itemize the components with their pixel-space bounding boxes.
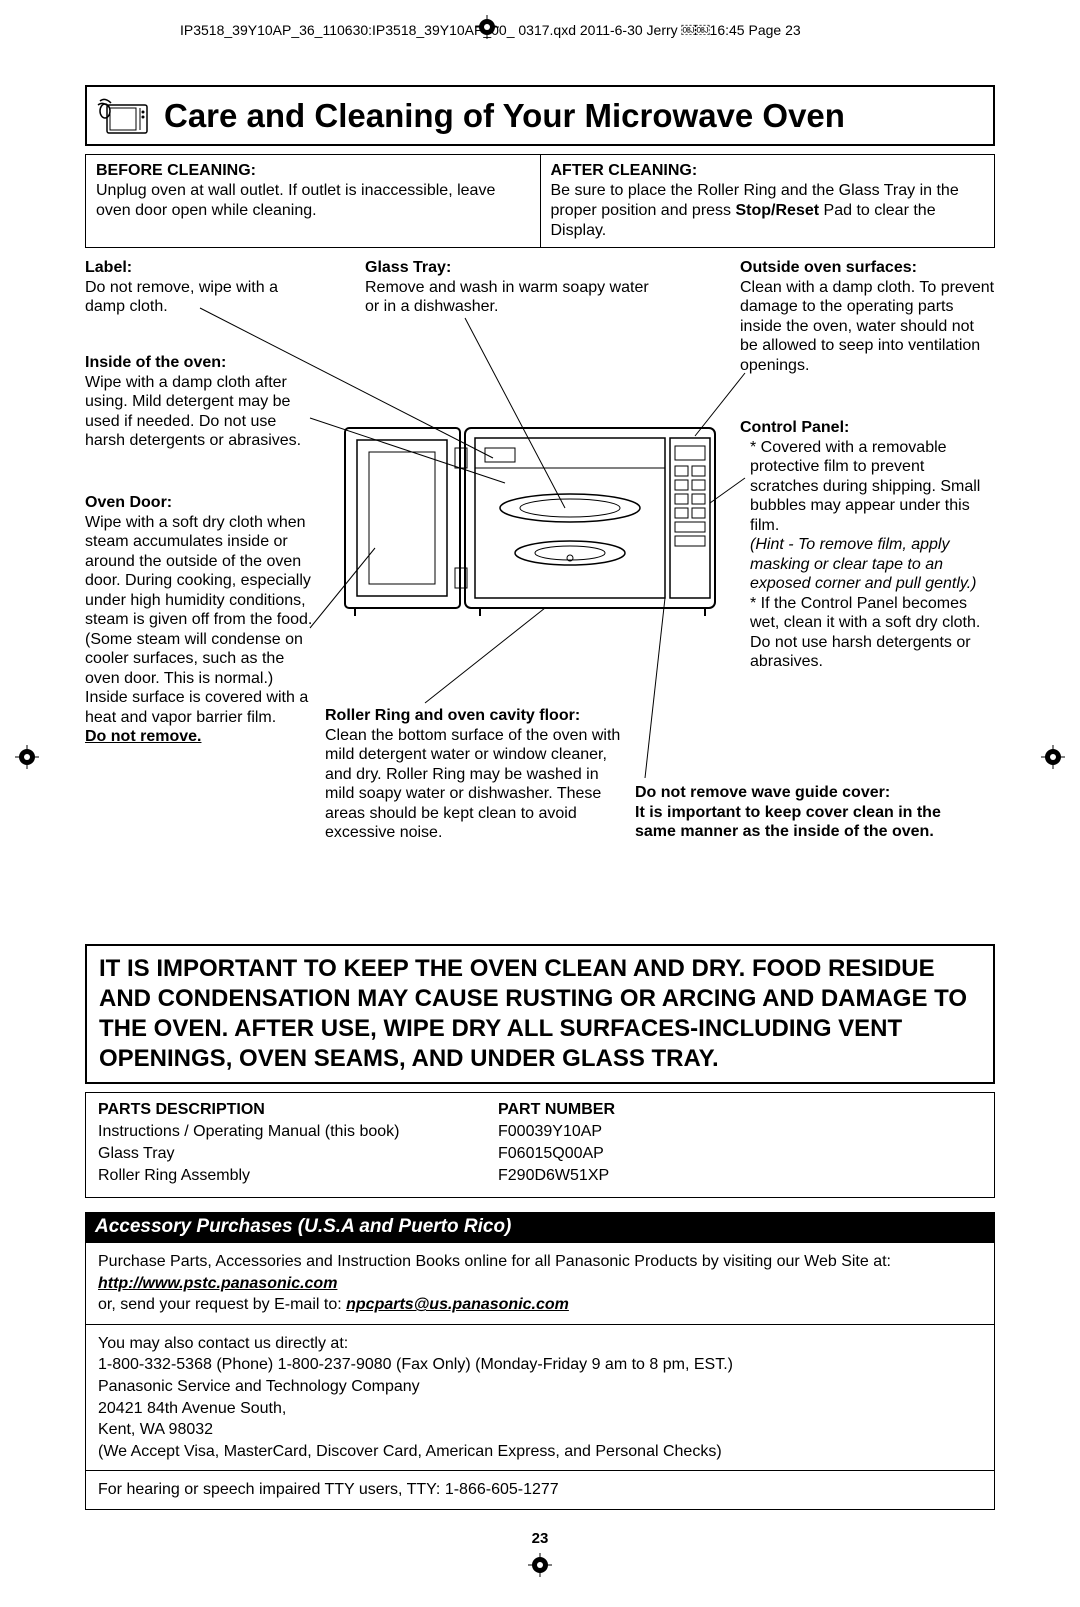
contact-phone: 1-800-332-5368 (Phone) 1-800-237-9080 (F… bbox=[98, 1356, 733, 1373]
parts-header-2: PART NUMBER bbox=[498, 1101, 615, 1118]
roller-callout: Roller Ring and oven cavity floor: Clean… bbox=[325, 706, 625, 843]
page-content: Care and Cleaning of Your Microwave Oven… bbox=[85, 85, 995, 1517]
glasstray-heading: Glass Tray: bbox=[365, 259, 451, 276]
before-text: Unplug oven at wall outlet. If outlet is… bbox=[96, 182, 495, 219]
door-heading: Oven Door: bbox=[85, 494, 172, 511]
parts-desc-2: Roller Ring Assembly bbox=[98, 1167, 498, 1185]
accessory-text-2: or, send your request by E-mail to: bbox=[98, 1296, 346, 1313]
door-text-2: Inside surface is covered with a heat an… bbox=[85, 689, 308, 726]
microwave-illustration bbox=[335, 398, 735, 658]
door-text-1: Wipe with a soft dry cloth when steam ac… bbox=[85, 514, 312, 687]
registration-mark-bottom bbox=[528, 1553, 552, 1577]
after-cleaning-cell: AFTER CLEANING: Be sure to place the Rol… bbox=[541, 155, 995, 247]
contact-pay: (We Accept Visa, MasterCard, Discover Ca… bbox=[98, 1443, 722, 1460]
door-callout: Oven Door: Wipe with a soft dry cloth wh… bbox=[85, 493, 315, 747]
microwave-cleaning-icon bbox=[97, 93, 152, 138]
contact-intro: You may also contact us directly at: bbox=[98, 1335, 348, 1352]
registration-mark-right bbox=[1041, 745, 1065, 769]
door-text-3: Do not remove. bbox=[85, 728, 201, 745]
parts-desc-0: Instructions / Operating Manual (this bo… bbox=[98, 1123, 498, 1141]
accessory-email: npcparts@us.panasonic.com bbox=[346, 1296, 569, 1313]
accessory-header: Accessory Purchases (U.S.A and Puerto Ri… bbox=[85, 1212, 995, 1242]
glasstray-callout: Glass Tray: Remove and wash in warm soap… bbox=[365, 258, 655, 317]
parts-desc-1: Glass Tray bbox=[98, 1145, 498, 1163]
registration-mark-top bbox=[475, 15, 499, 39]
waveguide-callout: Do not remove wave guide cover: It is im… bbox=[635, 783, 985, 842]
parts-table: PARTS DESCRIPTION PART NUMBER Instructio… bbox=[85, 1092, 995, 1198]
control-bullet-2: * If the Control Panel becomes wet, clea… bbox=[750, 595, 980, 671]
glasstray-text: Remove and wash in warm soapy water or i… bbox=[365, 279, 649, 316]
before-heading: BEFORE CLEANING: bbox=[96, 162, 256, 179]
inside-text: Wipe with a damp cloth after using. Mild… bbox=[85, 374, 301, 450]
label-heading: Label: bbox=[85, 259, 132, 276]
after-bold: Stop/Reset bbox=[736, 202, 820, 219]
important-notice-box: IT IS IMPORTANT TO KEEP THE OVEN CLEAN A… bbox=[85, 944, 995, 1084]
waveguide-line-1: Do not remove wave guide cover: bbox=[635, 784, 890, 801]
control-callout: Control Panel: * Covered with a removabl… bbox=[740, 418, 995, 672]
outside-heading: Outside oven surfaces: bbox=[740, 259, 917, 276]
inside-callout: Inside of the oven: Wipe with a damp clo… bbox=[85, 353, 315, 451]
parts-num-0: F00039Y10AP bbox=[498, 1123, 982, 1141]
title-box: Care and Cleaning of Your Microwave Oven bbox=[85, 85, 995, 146]
control-hint: (Hint - To remove film, apply masking or… bbox=[750, 536, 977, 592]
page-number: 23 bbox=[85, 1530, 995, 1547]
control-bullet-1: * Covered with a removable protective fi… bbox=[750, 439, 980, 534]
outside-callout: Outside oven surfaces: Clean with a damp… bbox=[740, 258, 995, 375]
control-heading: Control Panel: bbox=[740, 419, 849, 436]
roller-heading: Roller Ring and oven cavity floor: bbox=[325, 707, 580, 724]
contact-tty: For hearing or speech impaired TTY users… bbox=[98, 1481, 559, 1498]
diagram-area: Label: Do not remove, wipe with a damp c… bbox=[85, 258, 995, 938]
after-heading: AFTER CLEANING: bbox=[551, 162, 698, 179]
cleaning-instructions-row: BEFORE CLEANING: Unplug oven at wall out… bbox=[85, 154, 995, 248]
table-row: Roller Ring Assembly F290D6W51XP bbox=[98, 1167, 982, 1185]
accessory-box: Purchase Parts, Accessories and Instruct… bbox=[85, 1242, 995, 1510]
inside-heading: Inside of the oven: bbox=[85, 354, 226, 371]
parts-num-2: F290D6W51XP bbox=[498, 1167, 982, 1185]
label-callout: Label: Do not remove, wipe with a damp c… bbox=[85, 258, 315, 317]
label-text: Do not remove, wipe with a damp cloth. bbox=[85, 279, 278, 316]
parts-num-1: F06015Q00AP bbox=[498, 1145, 982, 1163]
roller-text: Clean the bottom surface of the oven wit… bbox=[325, 727, 620, 842]
before-cleaning-cell: BEFORE CLEANING: Unplug oven at wall out… bbox=[86, 155, 541, 247]
accessory-text-1: Purchase Parts, Accessories and Instruct… bbox=[98, 1253, 891, 1270]
accessory-url: http://www.pstc.panasonic.com bbox=[98, 1275, 337, 1292]
registration-mark-left bbox=[15, 745, 39, 769]
contact-addr2: Kent, WA 98032 bbox=[98, 1421, 213, 1438]
waveguide-line-2: It is important to keep cover clean in t… bbox=[635, 804, 941, 841]
outside-text: Clean with a damp cloth. To prevent dama… bbox=[740, 279, 994, 374]
table-row: Instructions / Operating Manual (this bo… bbox=[98, 1123, 982, 1141]
page-title: Care and Cleaning of Your Microwave Oven bbox=[164, 97, 845, 135]
table-row: Glass Tray F06015Q00AP bbox=[98, 1145, 982, 1163]
contact-company: Panasonic Service and Technology Company bbox=[98, 1378, 420, 1395]
parts-header-1: PARTS DESCRIPTION bbox=[98, 1101, 265, 1118]
contact-addr1: 20421 84th Avenue South, bbox=[98, 1400, 286, 1417]
